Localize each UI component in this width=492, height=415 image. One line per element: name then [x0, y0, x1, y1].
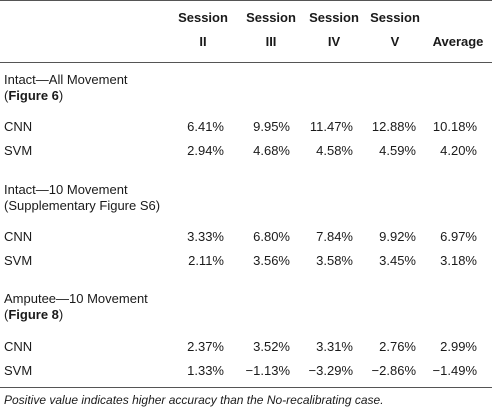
cell: 3.31% [316, 339, 353, 354]
section-title-line1: Amputee—10 Movement [4, 291, 148, 306]
header-session-iii: Session III [236, 10, 306, 58]
header-session-iv: Session IV [299, 10, 369, 58]
header-col-iii: III [265, 34, 277, 49]
cell: −1.49% [432, 363, 477, 378]
cell: 6.80% [253, 229, 290, 244]
cell: 10.18% [432, 119, 477, 134]
cell: 2.37% [187, 339, 224, 354]
section-title: Intact—All Movement (Figure 6) [4, 72, 128, 104]
header-session-label: Session [246, 10, 296, 25]
section-title-line2: (Figure 8) [4, 307, 64, 322]
cell: 9.95% [253, 119, 290, 134]
header-average-label: Average [432, 34, 484, 49]
row-label-cnn: CNN [4, 119, 33, 134]
cell: 1.33% [187, 363, 224, 378]
cell: 2.99% [440, 339, 477, 354]
top-rule [0, 0, 492, 1]
header-average: Average [424, 10, 492, 58]
cell: 4.20% [440, 143, 477, 158]
cell: −1.13% [245, 363, 290, 378]
header-session-ii: Session II [168, 10, 238, 58]
cell: −2.86% [371, 363, 416, 378]
cell: 2.11% [188, 253, 224, 268]
cell: 6.97% [440, 229, 477, 244]
row-label-svm: SVM [4, 363, 33, 378]
row-label-svm: SVM [4, 143, 33, 158]
row-label-cnn: CNN [4, 229, 33, 244]
header-session-v: Session V [360, 10, 430, 58]
section-title-line1: Intact—10 Movement [4, 182, 128, 197]
footnote: Positive value indicates higher accuracy… [4, 393, 384, 407]
cell: 3.52% [253, 339, 290, 354]
header-session-label: Session [178, 10, 228, 25]
header-col-iv: IV [327, 34, 341, 49]
cell: 2.76% [379, 339, 416, 354]
header-col-ii: II [199, 34, 207, 49]
cell: 4.58% [316, 143, 353, 158]
cell: 4.68% [253, 143, 290, 158]
bottom-rule [0, 387, 492, 388]
cell: 3.56% [253, 253, 290, 268]
figure-ref: Figure 6 [8, 88, 59, 103]
cell: 12.88% [371, 119, 416, 134]
section-title-line2: (Supplementary Figure S6) [4, 198, 161, 213]
cell: 3.45% [379, 253, 416, 268]
row-label-svm: SVM [4, 253, 33, 268]
cell: 2.94% [187, 143, 224, 158]
section-title-line1: Intact—All Movement [4, 72, 128, 87]
cell: 9.92% [379, 229, 416, 244]
cell: 3.58% [316, 253, 353, 268]
section-title: Amputee—10 Movement (Figure 8) [4, 291, 148, 323]
header-session-label: Session [370, 10, 420, 25]
header-session-label: Session [309, 10, 359, 25]
cell: 7.84% [316, 229, 353, 244]
row-label-cnn: CNN [4, 339, 33, 354]
section-title-line2: (Figure 6) [4, 88, 64, 103]
header-rule [0, 62, 492, 63]
cell: 4.59% [379, 143, 416, 158]
figure-ref: Figure 8 [8, 307, 59, 322]
cell: 3.33% [187, 229, 224, 244]
header-col-v: V [390, 34, 400, 49]
section-title: Intact—10 Movement (Supplementary Figure… [4, 182, 160, 214]
cell: −3.29% [308, 363, 353, 378]
cell: 11.47% [309, 119, 353, 134]
cell: 3.18% [440, 253, 477, 268]
cell: 6.41% [187, 119, 224, 134]
